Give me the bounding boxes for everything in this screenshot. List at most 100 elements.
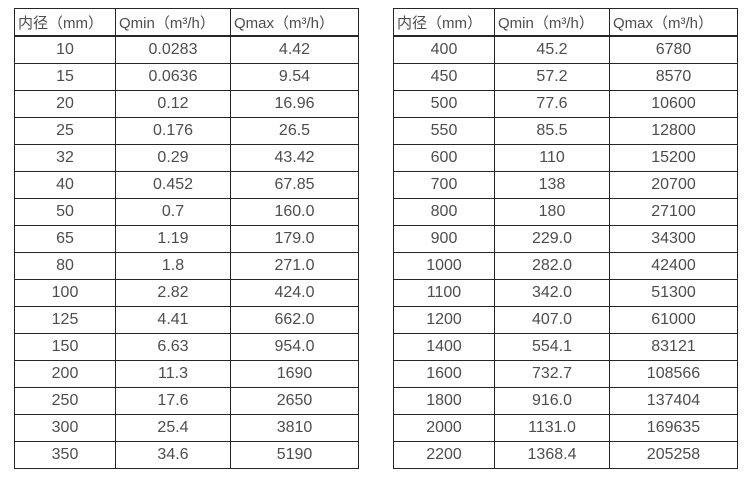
table-cell: 800 xyxy=(393,198,495,226)
table-cell: 350 xyxy=(14,441,116,469)
table-cell: 2650 xyxy=(230,387,359,415)
table-cell: 732.7 xyxy=(494,360,610,388)
table-cell: 554.1 xyxy=(494,333,610,361)
table-cell: 150 xyxy=(14,333,116,361)
table-row: 80 1.8 271.0 xyxy=(14,252,359,280)
table-cell: 424.0 xyxy=(230,279,359,307)
table-row: 1400 554.1 83121 xyxy=(393,333,738,361)
table-cell: 137404 xyxy=(609,387,738,415)
table-cell: 1400 xyxy=(393,333,495,361)
table-row: 100 2.82 424.0 xyxy=(14,279,359,307)
table-row: 200 11.3 1690 xyxy=(14,360,359,388)
table-cell: 20 xyxy=(14,90,116,118)
table-cell: 282.0 xyxy=(494,252,610,280)
table-cell: 26.5 xyxy=(230,117,359,145)
table-row: 1800 916.0 137404 xyxy=(393,387,738,415)
table-cell: 10600 xyxy=(609,90,738,118)
table-cell: 2000 xyxy=(393,414,495,442)
table-row: 1600 732.7 108566 xyxy=(393,360,738,388)
table-cell: 65 xyxy=(14,225,116,253)
table-cell: 45.2 xyxy=(494,35,610,64)
table-cell: 6780 xyxy=(609,35,738,64)
table-row: 25 0.176 26.5 xyxy=(14,117,359,145)
col-header-qmin: Qmin（m³/h） xyxy=(494,8,610,37)
table-cell: 15 xyxy=(14,63,116,91)
table-row: 40 0.452 67.85 xyxy=(14,171,359,199)
table-cell: 40 xyxy=(14,171,116,199)
table-cell: 1000 xyxy=(393,252,495,280)
table-body: 400 45.2 6780 450 57.2 8570 500 77.6 10600 550 85.… xyxy=(393,35,738,469)
table-cell: 342.0 xyxy=(494,279,610,307)
table-cell: 0.0283 xyxy=(115,35,231,64)
table-cell: 954.0 xyxy=(230,333,359,361)
spec-table-small-diameter: 内径（mm） Qmin（m³/h） Qmax（m³/h） 10 0.0283 4.4… xyxy=(14,8,359,469)
table-cell: 700 xyxy=(393,171,495,199)
table-cell: 4.42 xyxy=(230,35,359,64)
table-cell: 57.2 xyxy=(494,63,610,91)
table-body: 10 0.0283 4.42 15 0.0636 9.54 20 0.12 16.96 25 0.1… xyxy=(14,35,359,469)
table-cell: 42400 xyxy=(609,252,738,280)
table-cell: 51300 xyxy=(609,279,738,307)
table-cell: 250 xyxy=(14,387,116,415)
table-row: 2200 1368.4 205258 xyxy=(393,441,738,469)
table-cell: 1100 xyxy=(393,279,495,307)
header-row: 内径（mm） Qmin（m³/h） Qmax（m³/h） xyxy=(393,8,738,37)
table-row: 50 0.7 160.0 xyxy=(14,198,359,226)
table-cell: 138 xyxy=(494,171,610,199)
table-cell: 11.3 xyxy=(115,360,231,388)
table-cell: 662.0 xyxy=(230,306,359,334)
table-cell: 125 xyxy=(14,306,116,334)
table-row: 900 229.0 34300 xyxy=(393,225,738,253)
table-cell: 108566 xyxy=(609,360,738,388)
table-row: 65 1.19 179.0 xyxy=(14,225,359,253)
table-row: 400 45.2 6780 xyxy=(393,35,738,64)
table-row: 550 85.5 12800 xyxy=(393,117,738,145)
table-cell: 77.6 xyxy=(494,90,610,118)
table-row: 15 0.0636 9.54 xyxy=(14,63,359,91)
table-row: 300 25.4 3810 xyxy=(14,414,359,442)
table-cell: 1.19 xyxy=(115,225,231,253)
table-cell: 550 xyxy=(393,117,495,145)
table-cell: 1690 xyxy=(230,360,359,388)
table-cell: 43.42 xyxy=(230,144,359,172)
table-cell: 1.8 xyxy=(115,252,231,280)
col-header-inner-diameter: 内径（mm） xyxy=(393,8,495,37)
table-row: 2000 1131.0 169635 xyxy=(393,414,738,442)
table-cell: 0.176 xyxy=(115,117,231,145)
col-header-qmin: Qmin（m³/h） xyxy=(115,8,231,37)
table-cell: 407.0 xyxy=(494,306,610,334)
table-cell: 17.6 xyxy=(115,387,231,415)
table-cell: 83121 xyxy=(609,333,738,361)
table-cell: 100 xyxy=(14,279,116,307)
table-row: 10 0.0283 4.42 xyxy=(14,35,359,64)
table-cell: 1368.4 xyxy=(494,441,610,469)
table-cell: 9.54 xyxy=(230,63,359,91)
table-cell: 16.96 xyxy=(230,90,359,118)
table-cell: 450 xyxy=(393,63,495,91)
table-cell: 180 xyxy=(494,198,610,226)
table-cell: 179.0 xyxy=(230,225,359,253)
table-cell: 2.82 xyxy=(115,279,231,307)
table-row: 700 138 20700 xyxy=(393,171,738,199)
table-row: 150 6.63 954.0 xyxy=(14,333,359,361)
table-cell: 205258 xyxy=(609,441,738,469)
table-cell: 32 xyxy=(14,144,116,172)
table-cell: 3810 xyxy=(230,414,359,442)
table-row: 1000 282.0 42400 xyxy=(393,252,738,280)
table-cell: 916.0 xyxy=(494,387,610,415)
table-cell: 0.7 xyxy=(115,198,231,226)
table-cell: 229.0 xyxy=(494,225,610,253)
table-row: 500 77.6 10600 xyxy=(393,90,738,118)
table-cell: 50 xyxy=(14,198,116,226)
table-row: 1100 342.0 51300 xyxy=(393,279,738,307)
table-cell: 400 xyxy=(393,35,495,64)
table-cell: 110 xyxy=(494,144,610,172)
table-cell: 10 xyxy=(14,35,116,64)
table-cell: 0.12 xyxy=(115,90,231,118)
table-cell: 200 xyxy=(14,360,116,388)
table-cell: 80 xyxy=(14,252,116,280)
table-cell: 25.4 xyxy=(115,414,231,442)
table-cell: 20700 xyxy=(609,171,738,199)
table-row: 1200 407.0 61000 xyxy=(393,306,738,334)
table-cell: 8570 xyxy=(609,63,738,91)
